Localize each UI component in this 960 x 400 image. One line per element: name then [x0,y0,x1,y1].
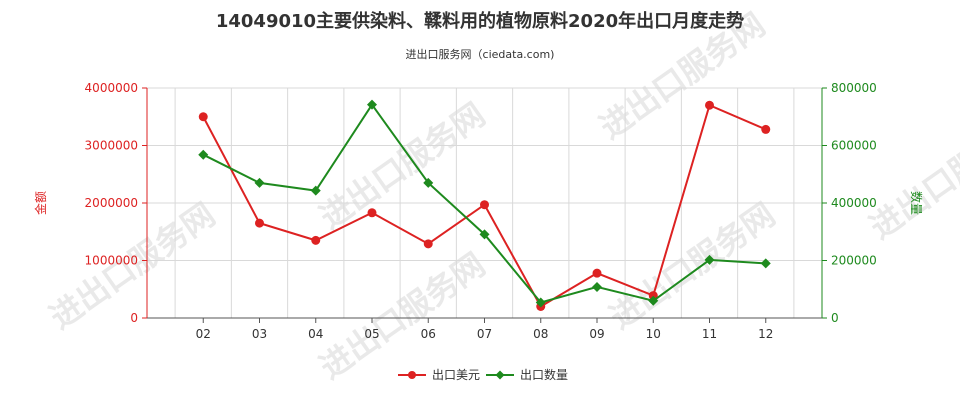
series-1-point [648,291,658,301]
x-tick-label: 06 [421,327,436,341]
x-tick-label: 08 [533,327,548,341]
watermark-text: 进出口服务网 [863,105,960,246]
x-tick-label: 07 [477,327,492,341]
legend-label-1: 出口美元 [432,368,480,382]
x-tick-label: 05 [364,327,379,341]
series-1-point [311,235,321,245]
left-tick-label: 2000000 [85,196,138,210]
legend-marker-1 [408,371,416,379]
chart-title: 14049010主要供染料、鞣料用的植物原料2020年出口月度走势 [216,10,744,32]
series-2-point [423,177,434,188]
x-tick-label: 10 [646,327,661,341]
series-1-point [592,268,602,278]
left-tick-label: 0 [130,311,138,325]
left-tick-label: 1000000 [85,254,138,268]
legend-marker-2 [495,370,505,380]
series-1-point [761,124,771,134]
left-axis-title: 金额 [33,191,48,215]
right-tick-label: 600000 [831,139,877,153]
series-2-point [704,254,715,265]
x-tick-label: 04 [308,327,323,341]
right-tick-label: 800000 [831,81,877,95]
series-2-point [254,177,265,188]
x-tick-label: 03 [252,327,267,341]
series-2-point [535,297,546,308]
series-1-point [423,239,433,249]
series-2-point [367,99,377,110]
x-tick-label: 09 [589,327,604,341]
x-tick-label: 12 [758,327,773,341]
right-tick-label: 400000 [831,196,877,210]
series-1-point [367,208,377,218]
watermark-text: 进出口服务网 [603,195,782,336]
series-1-point [480,200,489,210]
legend-label-2: 出口数量 [520,367,568,382]
series-2-point [648,295,659,306]
series-1-point [705,100,714,110]
series-2-point [198,149,209,160]
right-tick-label: 200000 [831,254,877,268]
left-tick-label: 3000000 [85,139,138,153]
right-tick-label: 0 [831,311,839,325]
series-2-point [760,258,771,269]
right-axis-title: 数量 [909,191,924,215]
series-layer [198,99,771,311]
series-2-point [592,281,602,292]
left-tick-label: 4000000 [85,81,138,95]
x-tick-label: 11 [702,327,717,341]
legend[interactable]: 出口美元 出口数量 [398,367,568,382]
series-2-point [310,185,321,196]
axes: 0 0 1000000 200000 2000000 400000 3000000 60000… [85,81,877,341]
series-1-point [255,218,264,228]
x-tick-label: 02 [196,327,211,341]
chart-subtitle: 进出口服务网（ciedata.com) [406,47,555,61]
series-2-point [479,229,490,240]
watermark-text: 进出口服务网 [313,245,492,386]
series-1-point [198,112,208,122]
